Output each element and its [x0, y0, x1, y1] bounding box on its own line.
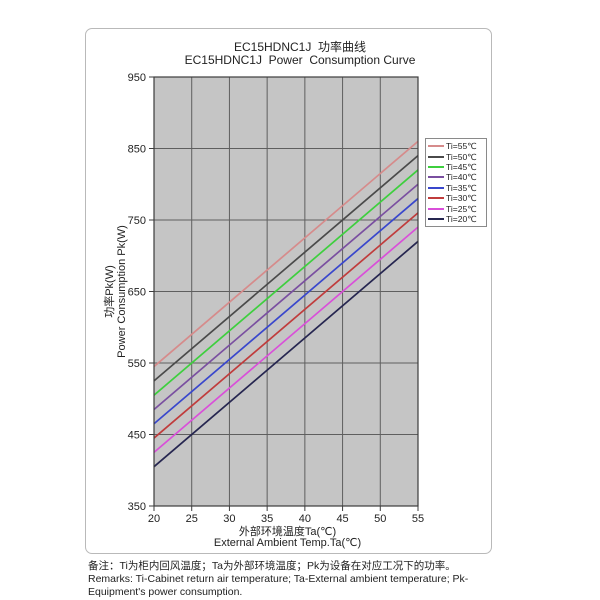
legend-item-label: Ti=25℃ — [446, 203, 477, 214]
legend-item-label: Ti=30℃ — [446, 193, 477, 204]
legend-swatch — [428, 197, 444, 200]
legend-swatch — [428, 165, 444, 168]
y-tick-label: 650 — [128, 287, 146, 299]
y-tick-label: 850 — [128, 144, 146, 156]
y-axis-title-en: Power Consumption Pk(W) — [116, 225, 128, 358]
legend-item: Ti=40℃ — [428, 172, 484, 182]
legend-swatch — [428, 145, 444, 148]
y-axis-title-zh: 功率Pk(W) — [104, 265, 116, 318]
legend-item: Ti=25℃ — [428, 203, 484, 214]
legend-swatch — [428, 186, 444, 189]
series-line-7 — [153, 240, 419, 468]
legend-item-label: Ti=55℃ — [446, 141, 477, 152]
y-tick-label: 550 — [128, 358, 146, 370]
legend-item: Ti=20℃ — [428, 214, 484, 224]
legend-item-label: Ti=35℃ — [446, 182, 477, 193]
chart-title-en: EC15HDNC1J Power Consumption Curve — [184, 53, 416, 67]
remarks-en: Remarks: Ti-Cabinet return air temperatu… — [88, 573, 469, 598]
series-line-3 — [153, 183, 419, 411]
y-tick-label: 450 — [128, 430, 146, 442]
legend-item: Ti=50℃ — [428, 151, 484, 162]
series-line-1 — [153, 155, 419, 382]
x-axis-title-zh: 外部环境温度Ta(℃) — [238, 526, 337, 538]
legend-swatch — [428, 207, 444, 210]
y-tick-label: 350 — [128, 501, 146, 513]
legend-item: Ti=45℃ — [428, 162, 484, 172]
x-tick-label: 45 — [336, 513, 348, 525]
series-line-6 — [153, 226, 419, 454]
legend-item-label: Ti=40℃ — [446, 172, 477, 183]
x-tick-label: 35 — [261, 513, 273, 525]
legend-item: Ti=55℃ — [428, 141, 484, 151]
x-axis-title-en: External Ambient Temp.Ta(℃) — [213, 537, 362, 549]
x-tick-label: 40 — [299, 513, 311, 525]
legend: Ti=55℃ Ti=50℃ Ti=45℃ Ti=40℃ Ti=35℃ Ti=30℃ Ti=2… — [425, 138, 487, 228]
remarks-zh: 备注：Ti为柜内回风温度；Ta为外部环境温度；Pk为设备在对应工况下的功率。 — [88, 560, 456, 572]
series-line-2 — [153, 169, 419, 396]
legend-swatch — [428, 217, 444, 220]
chart-title-zh: EC15HDNC1J 功率曲线 — [233, 40, 367, 54]
y-tick-label: 950 — [128, 72, 146, 84]
series-line-5 — [153, 212, 419, 439]
series-line-4 — [153, 197, 419, 425]
x-tick-label: 20 — [148, 513, 160, 525]
legend-item: Ti=30℃ — [428, 193, 484, 203]
legend-swatch — [428, 176, 444, 179]
legend-swatch — [428, 155, 444, 158]
y-tick-label: 750 — [128, 215, 146, 227]
x-tick-label: 30 — [223, 513, 235, 525]
legend-item-label: Ti=20℃ — [446, 213, 477, 224]
series-line-0 — [153, 140, 419, 368]
legend-item-label: Ti=45℃ — [446, 161, 477, 172]
legend-item: Ti=35℃ — [428, 183, 484, 193]
x-tick-label: 55 — [412, 513, 424, 525]
remarks: 备注：Ti为柜内回风温度；Ta为外部环境温度；Pk为设备在对应工况下的功率。 R… — [88, 560, 512, 599]
legend-item-label: Ti=50℃ — [446, 151, 477, 162]
x-tick-label: 50 — [374, 513, 386, 525]
x-tick-label: 25 — [186, 513, 198, 525]
